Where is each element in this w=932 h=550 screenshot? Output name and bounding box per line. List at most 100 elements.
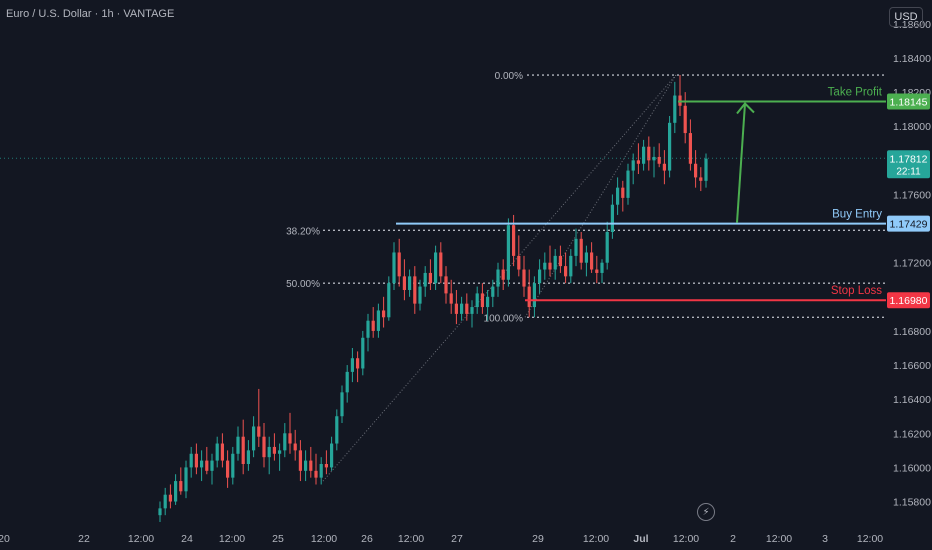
candle-body [449,293,453,304]
candle-body [434,252,438,284]
candle-body [179,481,183,492]
candle-body [293,443,297,451]
candle-body [486,296,490,308]
candle-body [605,232,609,263]
time-tick-label: 12:00 [583,533,609,545]
candle-body [356,358,360,369]
candle-body [564,266,568,277]
candle-body [252,426,256,451]
candle-body [283,433,287,451]
stop-loss-label: Stop Loss [831,285,882,297]
candle-body [496,269,500,287]
candle-body [590,252,594,270]
price-tick-label: 1.16800 [893,326,931,338]
candle-body [574,238,578,256]
candle-body [314,470,318,478]
candle-body [168,494,172,502]
fib-level-label: 50.00% [286,279,320,290]
time-tick-label: 12:00 [673,533,699,545]
price-tick-label: 1.16600 [893,360,931,372]
candle-body [465,303,469,314]
candle-body [543,262,547,270]
candle-body [579,238,583,263]
candle-body [662,163,666,171]
time-tick-label: 3 [822,533,828,545]
candle-body [439,252,443,277]
candle-body [475,293,479,308]
time-tick-label: 12:00 [128,533,154,545]
time-tick-label: 12:00 [219,533,245,545]
candle-body [527,286,531,308]
price-tick-label: 1.17600 [893,189,931,201]
candle-body [184,467,188,492]
buy-entry-badge [887,215,930,232]
candle-body [215,443,219,461]
time-tick-label: 20 [0,533,10,545]
candle-body [371,320,375,331]
candle-body [694,163,698,178]
fib-trend-line [524,74,677,318]
currency-button[interactable]: USD [889,7,923,27]
candle-body [267,446,271,458]
candle-body [480,293,484,308]
time-tick-label: 12:00 [311,533,337,545]
candle-body [428,272,432,284]
candle-body [350,358,354,372]
take-profit-badge [887,93,930,110]
candle-body [522,269,526,287]
candle-body [642,146,646,164]
candle-body [610,204,614,232]
price-axis: 1.15800 1.16000 1.16200 1.16400 1.16600 1.168… [887,19,931,509]
time-tick-label: 26 [361,533,373,545]
candle-body [621,187,625,198]
price-tick-label: 1.17200 [893,258,931,270]
take-profit-label: Take Profit [828,87,883,99]
candle-body [382,310,386,318]
candle-body [538,269,542,284]
candle-body [205,460,209,471]
trade-levels: Take Profit Buy Entry Stop Loss [0,87,886,302]
lightning-bolt-icon[interactable]: ⚡ [697,503,715,521]
candle-body [652,156,656,161]
candle-body [330,443,334,468]
stop-loss-badge-text: 1.16980 [890,295,928,307]
candle-body [236,436,240,454]
candle-body [668,122,672,171]
time-tick-label: 12:00 [766,533,792,545]
candle-body [413,276,417,304]
target-arrow-head [736,102,755,115]
candle-body [626,170,630,198]
time-tick-label: 27 [451,533,463,545]
candle-body [470,307,474,314]
time-tick-label: 2 [730,533,736,545]
candle-body [376,310,380,331]
candle-body [257,426,261,437]
candle-body [501,269,505,280]
time-tick-label: 12:00 [398,533,424,545]
candle-body [397,252,401,277]
buy-entry-label: Buy Entry [832,209,882,221]
candle-body [272,446,276,454]
fibonacci-retracement: 0.00% 38.20% 50.00% 100.00% [286,71,886,482]
target-arrow-shaft [736,103,746,223]
candlestick-series [158,75,708,522]
candle-body [231,453,235,478]
price-tick-label: 1.18400 [893,53,931,65]
candle-body [569,255,573,277]
time-tick-label: 22 [78,533,90,545]
candle-body [226,460,230,478]
candle-body [673,95,677,123]
candle-body [298,450,302,471]
candle-body [324,464,328,468]
candle-body [418,286,422,304]
candle-body [584,252,588,263]
candle-body [548,262,552,270]
candle-body [309,460,313,471]
candle-body [241,436,245,464]
buy-entry-badge-text: 1.17429 [890,219,928,231]
current-price-badge-text: 1.17812 [890,153,928,165]
candle-body [158,508,162,516]
price-tick-label: 1.16200 [893,428,931,440]
candle-body [558,255,562,267]
